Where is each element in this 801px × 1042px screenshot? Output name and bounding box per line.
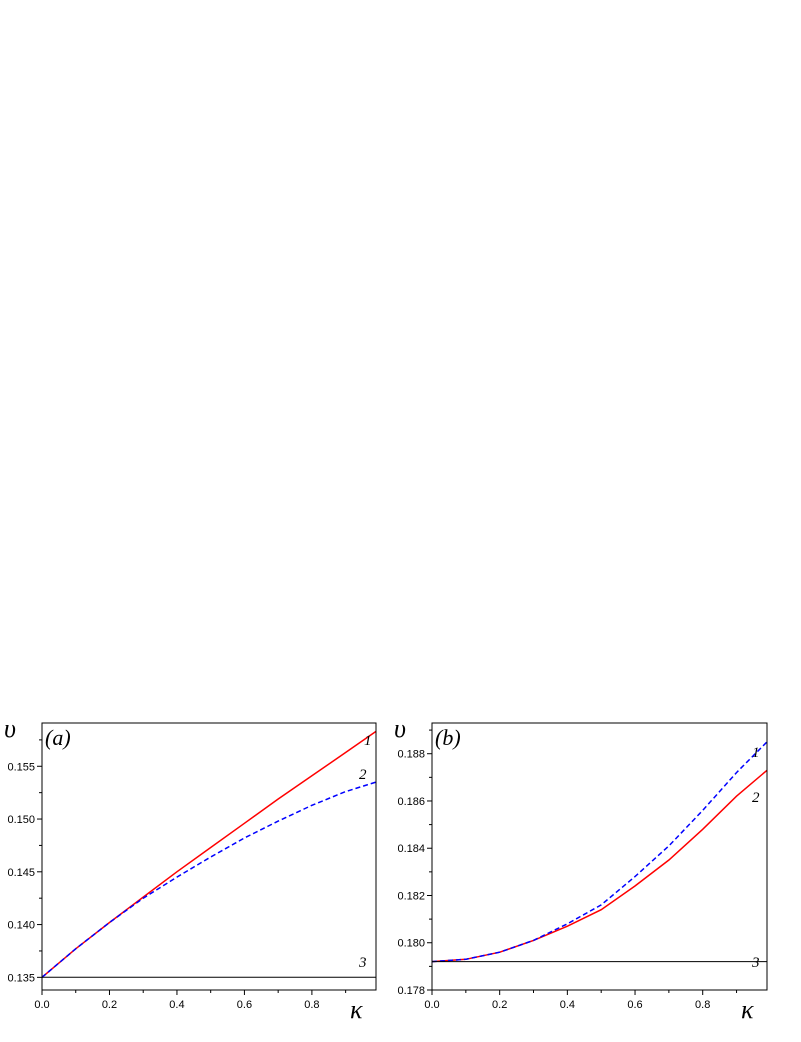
y-tick-label: 0.186 (397, 796, 425, 808)
y-tick-label: 0.145 (7, 867, 35, 879)
series-line-1 (431, 769, 768, 963)
curve-label-2: 2 (359, 767, 367, 783)
plot-frame (431, 722, 768, 991)
series-line-1 (41, 730, 377, 978)
x-tick-label: 0.8 (695, 999, 710, 1011)
y-tick-label: 0.178 (397, 985, 425, 997)
x-tick-label: 0.4 (560, 999, 575, 1011)
curve-label-2: 2 (752, 790, 760, 806)
y-axis-label: υ (394, 714, 406, 743)
x-tick-label: 0.6 (237, 999, 252, 1011)
y-tick-label: 0.135 (7, 972, 35, 984)
series-line-2 (431, 741, 768, 963)
panel-label: (b) (435, 725, 461, 750)
x-tick-label: 0.2 (102, 999, 117, 1011)
x-tick-label: 0.6 (627, 999, 642, 1011)
x-tick-label: 0.0 (424, 999, 439, 1011)
x-axis-label: κ (741, 995, 754, 1024)
x-axis-label: κ (350, 995, 363, 1024)
plot-frame (41, 722, 377, 991)
y-tick-label: 0.184 (397, 843, 425, 855)
panel-b: 0.0 0.2 0.4 0.6 0.8 0.178 0.180 0.182 0.184 0.186… (394, 714, 768, 1024)
panel-label: (a) (45, 725, 71, 750)
y-tick-label: 0.155 (7, 761, 35, 773)
panel-a: 0.0 0.2 0.4 0.6 0.8 0.135 0.140 0.145 0.150 0.155… (4, 714, 377, 1024)
y-tick-label: 0.140 (7, 920, 35, 932)
curve-label-3: 3 (358, 955, 367, 971)
y-tick-label: 0.188 (397, 749, 425, 761)
y-tick-label: 0.182 (397, 890, 425, 902)
y-tick-label: 0.150 (7, 814, 35, 826)
curve-label-1: 1 (752, 745, 760, 761)
x-tick-label: 0.0 (34, 999, 49, 1011)
x-tick-label: 0.8 (304, 999, 319, 1011)
x-tick-label: 0.2 (492, 999, 507, 1011)
curve-label-3: 3 (751, 955, 760, 971)
series-line-2 (41, 781, 377, 978)
y-axis-label: υ (4, 714, 16, 743)
y-tick-label: 0.180 (397, 938, 425, 950)
curve-label-1: 1 (364, 733, 372, 749)
x-tick-label: 0.4 (169, 999, 184, 1011)
